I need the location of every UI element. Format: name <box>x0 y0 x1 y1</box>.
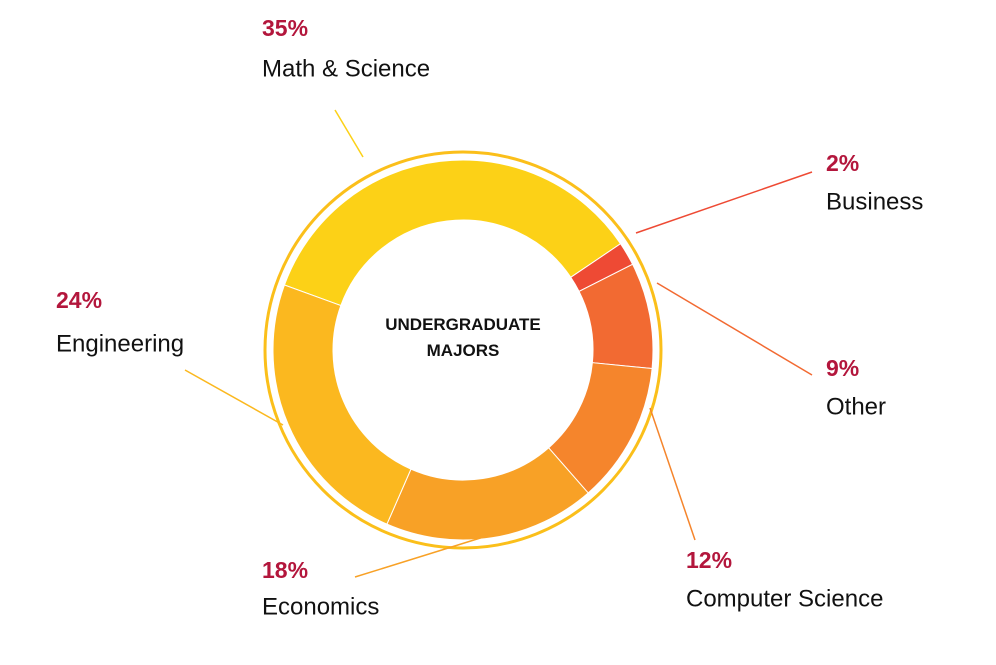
outer-ring <box>263 150 663 550</box>
leader-line <box>649 407 696 541</box>
category-label: Computer Science <box>686 585 883 612</box>
labels: 35% Math & Science 2% Business 9% Other 12% Com… <box>56 15 923 620</box>
category-label: Engineering <box>56 330 184 357</box>
value-label: 9% <box>826 355 859 381</box>
value-label: 35% <box>262 15 308 41</box>
segments <box>272 159 654 541</box>
category-label: Business <box>826 188 923 215</box>
donut-segment <box>386 447 589 541</box>
category-label: Math & Science <box>262 55 430 82</box>
leader-line <box>635 171 813 234</box>
category-label: Other <box>826 393 886 420</box>
value-label: 2% <box>826 150 859 176</box>
donut-segment <box>283 159 622 307</box>
donut-segment <box>272 284 412 525</box>
category-label: Economics <box>262 593 379 620</box>
value-label: 24% <box>56 287 102 313</box>
chart-title: UNDERGRADUATE MAJORS <box>385 315 541 360</box>
value-label: 18% <box>262 557 308 583</box>
leader-line <box>184 369 284 426</box>
leader-line <box>354 534 491 578</box>
leader-line <box>334 109 364 158</box>
leader-line <box>656 282 813 376</box>
value-label: 12% <box>686 547 732 573</box>
